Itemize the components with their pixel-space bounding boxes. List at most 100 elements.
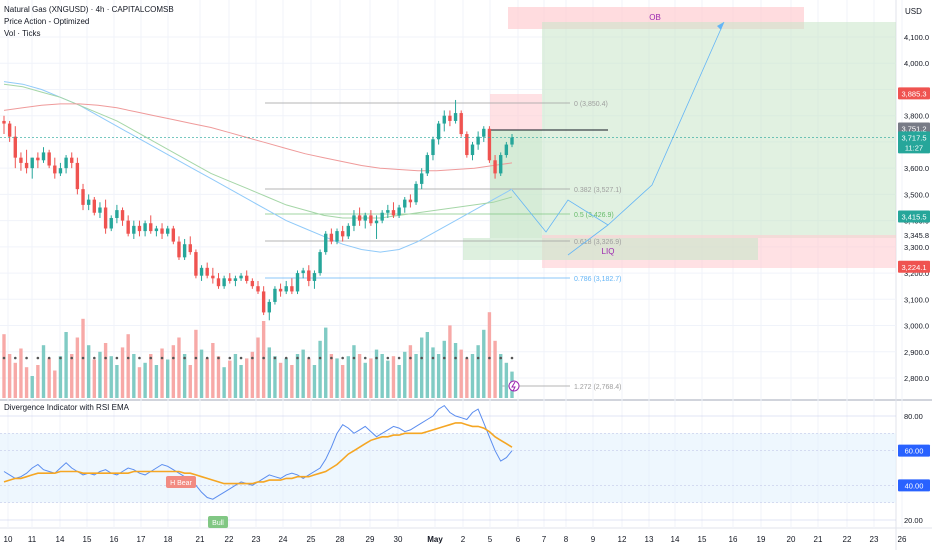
candle-body [290, 286, 294, 292]
volume-bar [431, 347, 435, 398]
x-tick-label: 21 [814, 535, 823, 544]
lower-indicator-title[interactable]: Divergence Indicator with RSI EMA [4, 403, 129, 412]
candle-body [177, 241, 181, 258]
candle-body [132, 225, 136, 234]
signal-dot [262, 356, 265, 360]
stop-zone [490, 94, 542, 130]
candle-body [436, 123, 441, 140]
candle-body [41, 152, 46, 161]
rsi-ema-line [3, 422, 513, 485]
signal-dot [160, 356, 164, 360]
candle-body [414, 183, 418, 203]
x-tick-label: 8 [564, 535, 569, 544]
symbol-title[interactable]: Natural Gas (XNGUSD) · 4h · CAPITALCOMSB [4, 5, 174, 14]
y-tick-label: 3,200.0 [904, 269, 929, 278]
x-tick-label: 6 [516, 535, 521, 544]
signal-dot [115, 356, 119, 360]
volume-bar [137, 367, 142, 398]
candle-body [301, 270, 305, 274]
volume-bar [295, 354, 300, 398]
candle-body [160, 228, 164, 234]
candle-body [425, 155, 430, 174]
candle-body [216, 278, 221, 287]
volume-bar [391, 356, 396, 398]
volume-bar [256, 337, 260, 398]
candle-body [476, 136, 480, 145]
signal-dot [251, 356, 254, 360]
candle-body [431, 139, 435, 156]
currency-label[interactable]: USD [905, 7, 922, 16]
signal-dot [194, 356, 198, 360]
signal-dot [36, 356, 40, 360]
volume-bar [165, 359, 170, 398]
signal-dot [499, 356, 503, 360]
x-tick-label: 23 [252, 535, 261, 544]
candle-body [199, 267, 204, 276]
signal-dot [93, 356, 96, 360]
signal-dot [70, 356, 74, 360]
y-tick-label: 3,500.0 [904, 190, 929, 199]
x-tick-label: 20 [787, 535, 796, 544]
indicator-volume[interactable]: Vol · Ticks [4, 29, 41, 38]
volume-bar [103, 343, 108, 398]
volume-bar [397, 365, 401, 398]
fib-label: 0.786 (3,182.7) [574, 276, 621, 283]
volume-bar [301, 349, 305, 398]
volume-bar [419, 337, 424, 398]
y-tick-label: 4,100.0 [904, 33, 929, 42]
volume-bar [499, 354, 503, 398]
volume-bar [245, 358, 249, 398]
x-tick-label: 23 [870, 535, 879, 544]
candle-body [250, 280, 255, 287]
x-tick-label: 29 [366, 535, 375, 544]
candle-body [92, 199, 97, 213]
projection-arrow [717, 22, 724, 30]
signal-dot [81, 356, 85, 360]
candle-body [397, 207, 401, 216]
volume-bar [448, 325, 452, 398]
volume-bar [273, 356, 277, 398]
candle-body [98, 207, 102, 213]
x-tick-label: 26 [898, 535, 907, 544]
volume-bar [453, 343, 458, 398]
candle-body [222, 278, 226, 287]
ob-label: OB [649, 13, 661, 22]
candle-body [380, 212, 384, 221]
volume-bar [7, 354, 12, 398]
candle-body [7, 123, 12, 137]
candle-body [346, 225, 351, 237]
candle-body [75, 162, 80, 190]
signal-dot [431, 356, 435, 360]
fib-label: 0.618 (3,326.9) [574, 239, 621, 246]
indicator-price-action[interactable]: Price Action - Optimized [4, 17, 90, 26]
candle-body [442, 115, 446, 124]
candle-body [453, 113, 458, 121]
volume-bar [19, 348, 23, 398]
x-tick-label: 22 [225, 535, 234, 544]
candle-body [126, 220, 130, 234]
candle-body [510, 137, 514, 145]
x-tick-label: 18 [164, 535, 173, 544]
price-badge [898, 141, 930, 154]
x-tick-label: May [427, 535, 443, 544]
candle-body [470, 144, 475, 156]
x-tick-label: 21 [196, 535, 205, 544]
entry-zone [490, 130, 542, 238]
candle-body [120, 210, 125, 221]
volume-bar [284, 358, 288, 398]
candle-body [487, 128, 492, 161]
volume-bar [482, 329, 486, 398]
x-tick-label: 9 [591, 535, 596, 544]
signal-dot [454, 356, 457, 360]
candle-body [30, 157, 34, 169]
candle-body [448, 115, 452, 121]
signal-dot [104, 356, 107, 360]
volume-bar [2, 334, 6, 398]
volume-bar [160, 348, 164, 398]
moving-average-blue [3, 81, 513, 253]
x-tick-label: 24 [279, 535, 288, 544]
volume-bar [58, 356, 63, 398]
candle-body [329, 233, 334, 242]
